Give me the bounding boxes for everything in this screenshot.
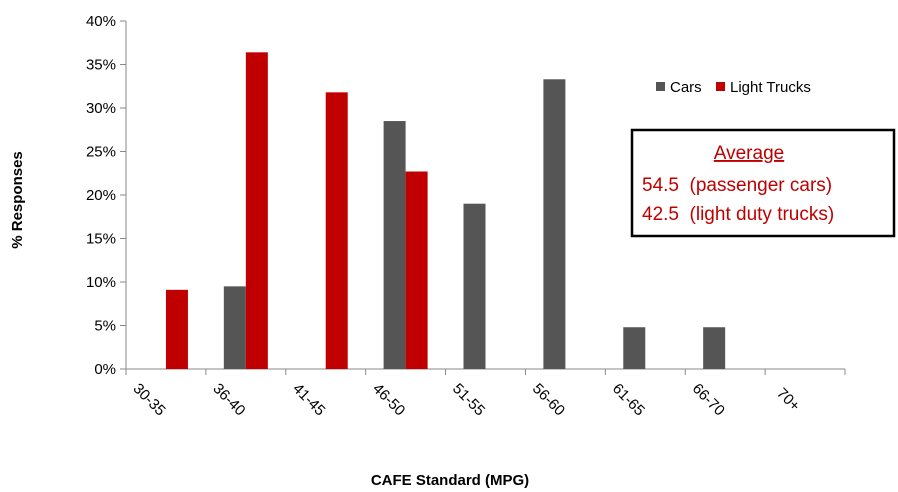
legend-label-cars: Cars [670,79,702,96]
y-tick-label: 5% [94,318,116,335]
bar-cars-61-65 [623,327,646,369]
legend-label-light-trucks: Light Trucks [730,79,811,96]
bar-cars-51-55 [463,203,486,369]
average-heading: Average [714,143,784,164]
bar-cars-46-50 [383,121,406,369]
x-tick-label: 36-40 [209,380,248,419]
x-tick-label: 41-45 [289,380,328,419]
y-tick-label: 10% [86,274,116,291]
x-tick-label: 70+ [773,385,803,415]
bar-light-trucks-46-50 [405,171,428,369]
bar-cars-56-60 [543,79,566,369]
bar-light-trucks-41-45 [325,92,348,369]
y-tick-label: 0% [94,361,116,378]
bar-cars-36-40 [223,286,246,369]
bar-cars-66-70 [703,327,726,369]
average-annotation: Average 54.5 (passenger cars) 42.5 (ligh… [630,128,896,238]
x-tick-label: 46-50 [369,380,408,419]
y-tick-label: 30% [86,100,116,117]
y-tick-label: 40% [86,13,116,30]
x-tick-label: 56-60 [529,380,568,419]
y-tick-label: 25% [86,144,116,161]
x-tick-label: 30-35 [130,380,169,419]
average-line-trucks: 42.5 (light duty trucks) [642,204,834,225]
bar-light-trucks-36-40 [245,52,268,369]
legend: Cars Light Trucks [656,79,811,96]
average-line-cars: 54.5 (passenger cars) [642,175,832,196]
legend-swatch-cars [656,82,665,91]
bar-light-trucks-30-35 [165,289,188,369]
legend-swatch-light-trucks [716,82,725,91]
x-tick-label: 51-55 [449,380,488,419]
x-axis-title: CAFE Standard (MPG) [371,472,529,489]
average-box [630,128,896,238]
bars [165,52,726,369]
y-tick-label: 35% [86,57,116,74]
y-ticks: 0% 5% 10% 15% 20% 25% 30% 35% 40% [86,13,126,378]
x-tick-label: 61-65 [609,380,648,419]
y-tick-label: 20% [86,187,116,204]
y-axis-title: % Responses [9,151,26,249]
y-tick-label: 15% [86,231,116,248]
x-tick-label: 66-70 [689,380,728,419]
x-ticks: 30-35 36-40 41-45 46-50 51-55 56-60 61-65 66-70… [125,369,846,419]
